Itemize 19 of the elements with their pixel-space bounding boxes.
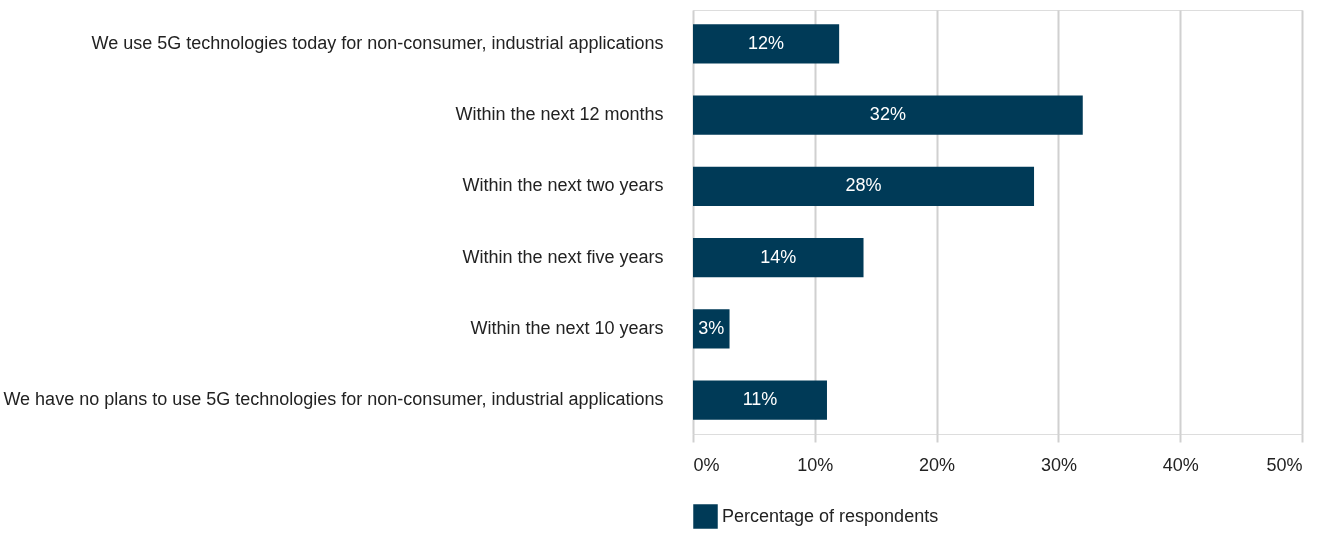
data-label: 3% bbox=[698, 317, 725, 338]
data-label: 32% bbox=[869, 104, 906, 125]
y-tick-label: Within the next 10 years bbox=[470, 317, 664, 338]
x-tick-label: 50% bbox=[1266, 454, 1303, 475]
x-tick-label: 10% bbox=[797, 454, 834, 475]
x-tick-label: 20% bbox=[919, 454, 956, 475]
y-tick-label: Within the next 12 months bbox=[455, 104, 664, 125]
y-tick-label: Within the next five years bbox=[462, 246, 664, 267]
x-tick-label: 40% bbox=[1162, 454, 1199, 475]
y-tick-label: Within the next two years bbox=[462, 175, 664, 196]
data-label: 14% bbox=[760, 246, 797, 267]
data-label: 12% bbox=[748, 32, 785, 53]
data-label: 28% bbox=[845, 175, 882, 196]
y-tick-label: We have no plans to use 5G technologies for non-consumer, industrial applications bbox=[3, 389, 664, 410]
y-tick-label: We use 5G technologies today for non-consumer, industrial applications bbox=[91, 32, 664, 53]
data-label: 11% bbox=[742, 389, 778, 410]
x-tick-label: 30% bbox=[1040, 454, 1077, 475]
x-tick-label: 0% bbox=[693, 454, 720, 475]
legend-label: Percentage of respondents bbox=[722, 505, 939, 526]
